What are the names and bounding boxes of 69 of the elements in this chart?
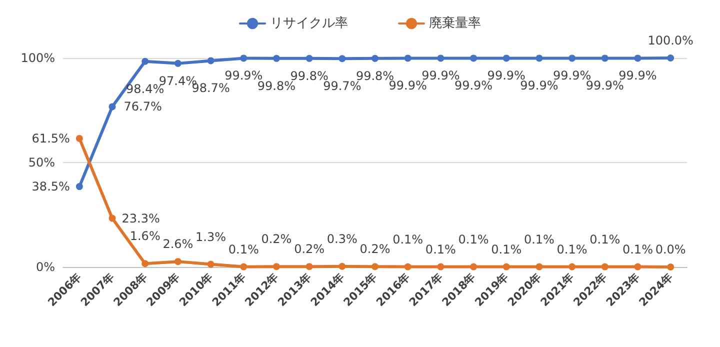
- legend-label: リサイクル率: [270, 15, 348, 31]
- point: [142, 260, 149, 268]
- point: [536, 54, 543, 62]
- point: [207, 57, 214, 64]
- point: [372, 54, 378, 62]
- point: [667, 264, 674, 270]
- point: [174, 60, 182, 67]
- point: [502, 263, 510, 270]
- point: [142, 58, 149, 65]
- data-label: 0.1%: [524, 232, 554, 246]
- point: [240, 263, 248, 270]
- point: [667, 54, 674, 62]
- point: [601, 54, 608, 62]
- point: [108, 103, 116, 110]
- data-label: 38.5%: [32, 180, 70, 194]
- point: [306, 54, 313, 62]
- point: [502, 54, 510, 62]
- point: [470, 54, 478, 62]
- point: [338, 262, 346, 270]
- data-label: 0.0%: [655, 242, 686, 256]
- point: [76, 183, 83, 190]
- data-label: 99.9%: [388, 78, 427, 93]
- point: [108, 214, 116, 222]
- point: [470, 263, 478, 270]
- data-label: 0.1%: [590, 232, 620, 246]
- data-label: 99.7%: [323, 79, 362, 94]
- point: [437, 54, 444, 62]
- point: [272, 263, 280, 270]
- point: [634, 54, 642, 62]
- data-label: 0.1%: [458, 232, 489, 246]
- point: [404, 263, 412, 270]
- data-label: 0.1%: [622, 242, 653, 256]
- y-tick-label: 0%: [36, 260, 55, 274]
- point: [536, 263, 543, 270]
- point: [272, 54, 280, 62]
- data-label: 0.2%: [261, 232, 292, 246]
- point: [601, 263, 608, 270]
- point: [240, 54, 248, 62]
- data-label: 1.6%: [130, 229, 160, 244]
- data-label: 0.1%: [228, 242, 259, 256]
- point: [306, 263, 313, 270]
- point: [76, 134, 83, 142]
- data-label: 0.2%: [294, 242, 325, 256]
- point: [404, 54, 412, 62]
- data-label: 76.7%: [124, 100, 162, 114]
- point: [372, 263, 378, 270]
- data-label: 0.1%: [392, 232, 424, 246]
- data-label: 0.1%: [425, 242, 456, 256]
- point: [437, 263, 444, 270]
- data-label: 23.3%: [122, 211, 160, 226]
- point: [338, 55, 346, 62]
- point: [568, 263, 576, 270]
- legend-label: 廃棄量率: [429, 15, 481, 31]
- y-tick-label: 50%: [28, 156, 55, 170]
- data-label: 99.9%: [520, 78, 558, 93]
- data-label: 0.1%: [491, 242, 522, 256]
- point: [207, 260, 214, 268]
- data-label: 2.6%: [162, 237, 194, 252]
- data-label: 100.0%: [648, 34, 694, 48]
- data-label: 99.9%: [454, 78, 493, 93]
- data-label: 61.5%: [32, 131, 70, 146]
- point: [634, 263, 642, 270]
- y-tick-label: 100%: [20, 51, 55, 65]
- data-label: 0.3%: [326, 232, 358, 246]
- data-label: 1.3%: [196, 230, 226, 244]
- point: [568, 54, 576, 62]
- data-label: 0.1%: [556, 242, 588, 256]
- point: [174, 258, 182, 266]
- data-label: 0.2%: [360, 242, 390, 256]
